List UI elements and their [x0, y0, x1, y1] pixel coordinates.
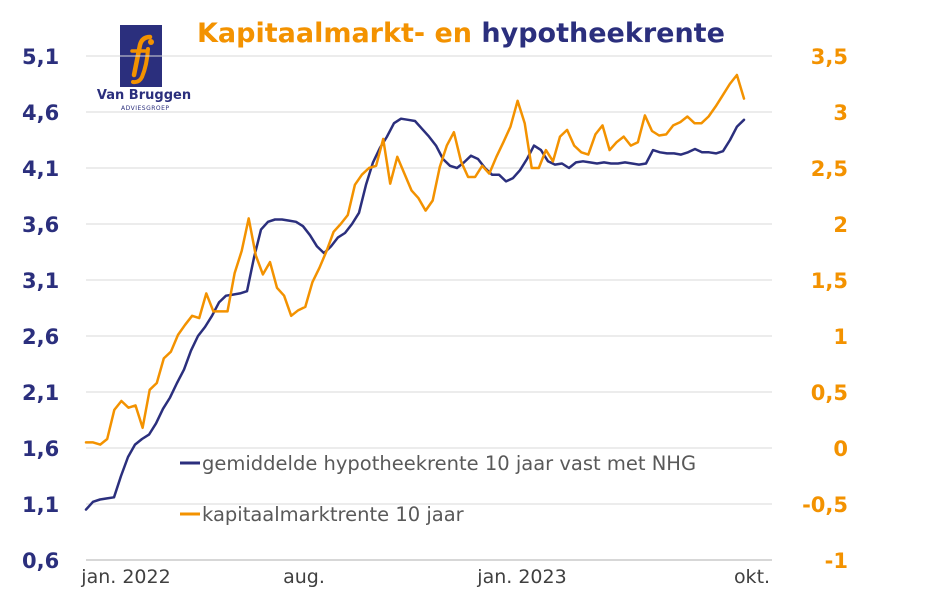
y-left-tick-label: 3,1 [22, 269, 59, 293]
x-tick-label: jan. 2022 [80, 566, 170, 588]
x-tick-label: okt. [734, 566, 770, 588]
legend-label: gemiddelde hypotheekrente 10 jaar vast m… [202, 452, 696, 475]
logo-name: Van Bruggen [96, 88, 192, 103]
y-right-tick-label: 0 [833, 437, 848, 461]
y-right-tick-label: 2 [833, 213, 848, 237]
y-right-tick-label: 1,5 [811, 269, 848, 293]
y-left-tick-label: 4,6 [22, 101, 59, 125]
y-right-tick-label: 3,5 [811, 45, 848, 69]
y-right-tick-label: -1 [825, 549, 848, 573]
y-left-tick-label: 2,1 [22, 381, 59, 405]
chart-title: Kapitaalmarkt- en hypotheekrente [197, 18, 725, 49]
y-right-tick-label: 2,5 [811, 157, 848, 181]
y-right-tick-label: 3 [833, 101, 848, 125]
x-tick-label: aug. [283, 566, 325, 588]
legend-label: kapitaalmarktrente 10 jaar [202, 503, 465, 526]
y-left-tick-label: 1,6 [22, 437, 59, 461]
y-left-tick-label: 1,1 [22, 493, 59, 517]
chart-title-part1: Kapitaalmarkt- en [197, 18, 472, 49]
y-right-tick-label: 0,5 [811, 381, 848, 405]
y-left-tick-label: 5,1 [22, 45, 59, 69]
y-right-tick-label: -0,5 [802, 493, 848, 517]
y-left-tick-label: 4,1 [22, 157, 59, 181]
x-tick-label: jan. 2023 [476, 566, 566, 588]
y-right-tick-label: 1 [833, 325, 848, 349]
series-line-hypotheekrente [84, 117, 746, 511]
series-line-kapitaalmarktrente [84, 73, 746, 446]
y-left-tick-label: 3,6 [22, 213, 59, 237]
y-left-tick-label: 0,6 [22, 549, 59, 573]
logo-subtitle: ADVIESGROEP [121, 105, 170, 112]
chart-title-part2: hypotheekrente [481, 18, 725, 49]
y-left-tick-label: 2,6 [22, 325, 59, 349]
